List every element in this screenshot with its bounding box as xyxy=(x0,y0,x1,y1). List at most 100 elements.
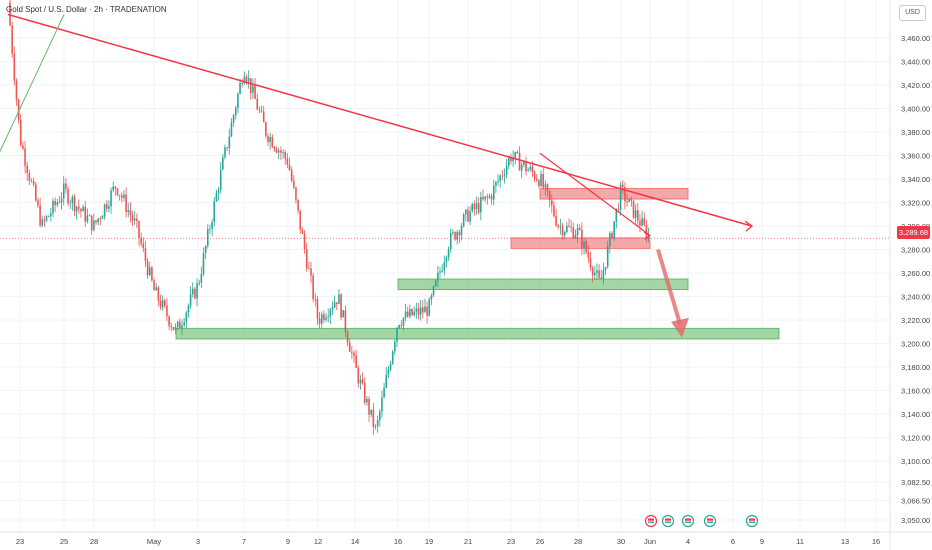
candle-body xyxy=(499,175,501,181)
candle-body xyxy=(112,186,114,191)
candle-body xyxy=(469,211,471,222)
candle-body xyxy=(245,76,248,82)
candle-body xyxy=(542,174,544,188)
candle-body xyxy=(325,317,327,320)
time-tick-label: 19 xyxy=(425,537,433,546)
candle-body xyxy=(19,119,22,146)
time-tick-label: 3 xyxy=(196,537,200,546)
rising-line[interactable] xyxy=(0,14,65,155)
flag-icon[interactable] xyxy=(745,514,759,528)
event-icon-stripe xyxy=(685,521,691,523)
candle-body xyxy=(525,161,527,172)
symbol-title[interactable]: Gold Spot / U.S. Dollar · 2h · TRADENATI… xyxy=(6,5,167,14)
candle-body xyxy=(282,151,284,153)
currency-button[interactable]: USD xyxy=(899,5,926,21)
candle-body xyxy=(161,300,164,308)
projection-arrow-shaft[interactable] xyxy=(656,249,682,325)
candle-body xyxy=(129,210,132,216)
candle-body xyxy=(30,180,33,182)
candle-body xyxy=(314,298,317,300)
candle-body xyxy=(286,158,289,165)
long-downtrend-line[interactable] xyxy=(7,13,753,227)
candle-body xyxy=(121,195,123,198)
resistance-zone[interactable] xyxy=(539,187,689,200)
candle-body xyxy=(185,312,188,323)
candle-body xyxy=(568,225,570,227)
candle-body xyxy=(252,85,254,93)
candle-body xyxy=(570,226,572,228)
candle-body xyxy=(415,308,418,312)
candle-body xyxy=(396,327,398,342)
candle-body xyxy=(204,245,207,254)
candle-body xyxy=(43,219,46,221)
candle-body xyxy=(456,231,458,240)
trendline-arrowhead xyxy=(744,220,754,232)
candle-body xyxy=(613,221,615,239)
flag-icon[interactable] xyxy=(681,514,695,528)
candle-body xyxy=(293,180,295,188)
candle-body xyxy=(477,203,480,213)
candle-body xyxy=(363,382,366,403)
event-icon-stripe xyxy=(749,518,755,521)
candle-body xyxy=(125,194,127,212)
candle-body xyxy=(544,184,547,188)
event-icon-ring xyxy=(703,514,717,528)
candle-body xyxy=(495,181,497,186)
candle-body xyxy=(54,200,56,206)
candle-body xyxy=(426,306,428,316)
news-flash-icon[interactable] xyxy=(644,514,658,528)
candle-body xyxy=(581,229,583,248)
candle-body xyxy=(114,186,117,189)
time-tick-label: May xyxy=(147,537,161,546)
support-zone[interactable] xyxy=(397,278,689,291)
candle-body xyxy=(269,137,271,143)
price-tick-label: 3,120.00 xyxy=(901,434,930,443)
candle-body xyxy=(230,122,233,137)
candle-body xyxy=(379,411,381,421)
candle-body xyxy=(609,233,611,246)
short-trendline-arrowhead xyxy=(643,232,652,240)
candle-body xyxy=(520,164,523,171)
support-zone[interactable] xyxy=(175,327,780,340)
candle-body xyxy=(512,157,514,162)
candle-body xyxy=(394,341,396,352)
candle-body xyxy=(297,199,299,211)
candle-body xyxy=(35,184,37,201)
candle-body xyxy=(376,420,379,427)
candle-body xyxy=(591,267,594,276)
candle-body xyxy=(176,321,179,328)
candle-body xyxy=(518,152,521,171)
candle-body xyxy=(174,327,177,330)
candle-body xyxy=(381,397,383,412)
candle-body xyxy=(346,331,349,343)
price-tick-label: 3,460.00 xyxy=(901,34,930,43)
resistance-zone[interactable] xyxy=(510,237,651,249)
short-downtrend-line[interactable] xyxy=(539,152,651,236)
candle-body xyxy=(342,310,345,318)
candle-body xyxy=(265,122,267,136)
projection-arrow-head[interactable] xyxy=(671,317,689,338)
candle-body xyxy=(41,219,44,226)
candle-body xyxy=(262,111,265,123)
candle-body xyxy=(437,272,439,281)
candle-body xyxy=(56,202,59,206)
time-tick-label: 4 xyxy=(686,537,690,546)
event-icon-stripe xyxy=(648,518,654,521)
candle-body xyxy=(598,270,600,278)
price-tick-label: 3,400.00 xyxy=(901,105,930,114)
candle-body xyxy=(170,325,173,328)
candle-body xyxy=(557,225,560,227)
candle-body xyxy=(576,227,579,236)
flag-icon[interactable] xyxy=(703,514,717,528)
candle-body xyxy=(398,325,400,328)
candle-body xyxy=(50,213,52,217)
flag-icon[interactable] xyxy=(661,514,675,528)
candle-body xyxy=(439,271,441,273)
candle-body xyxy=(187,305,190,313)
candle-body xyxy=(239,82,241,94)
candle-body xyxy=(71,196,74,203)
candle-body xyxy=(449,233,452,250)
time-tick-label: 30 xyxy=(617,537,625,546)
